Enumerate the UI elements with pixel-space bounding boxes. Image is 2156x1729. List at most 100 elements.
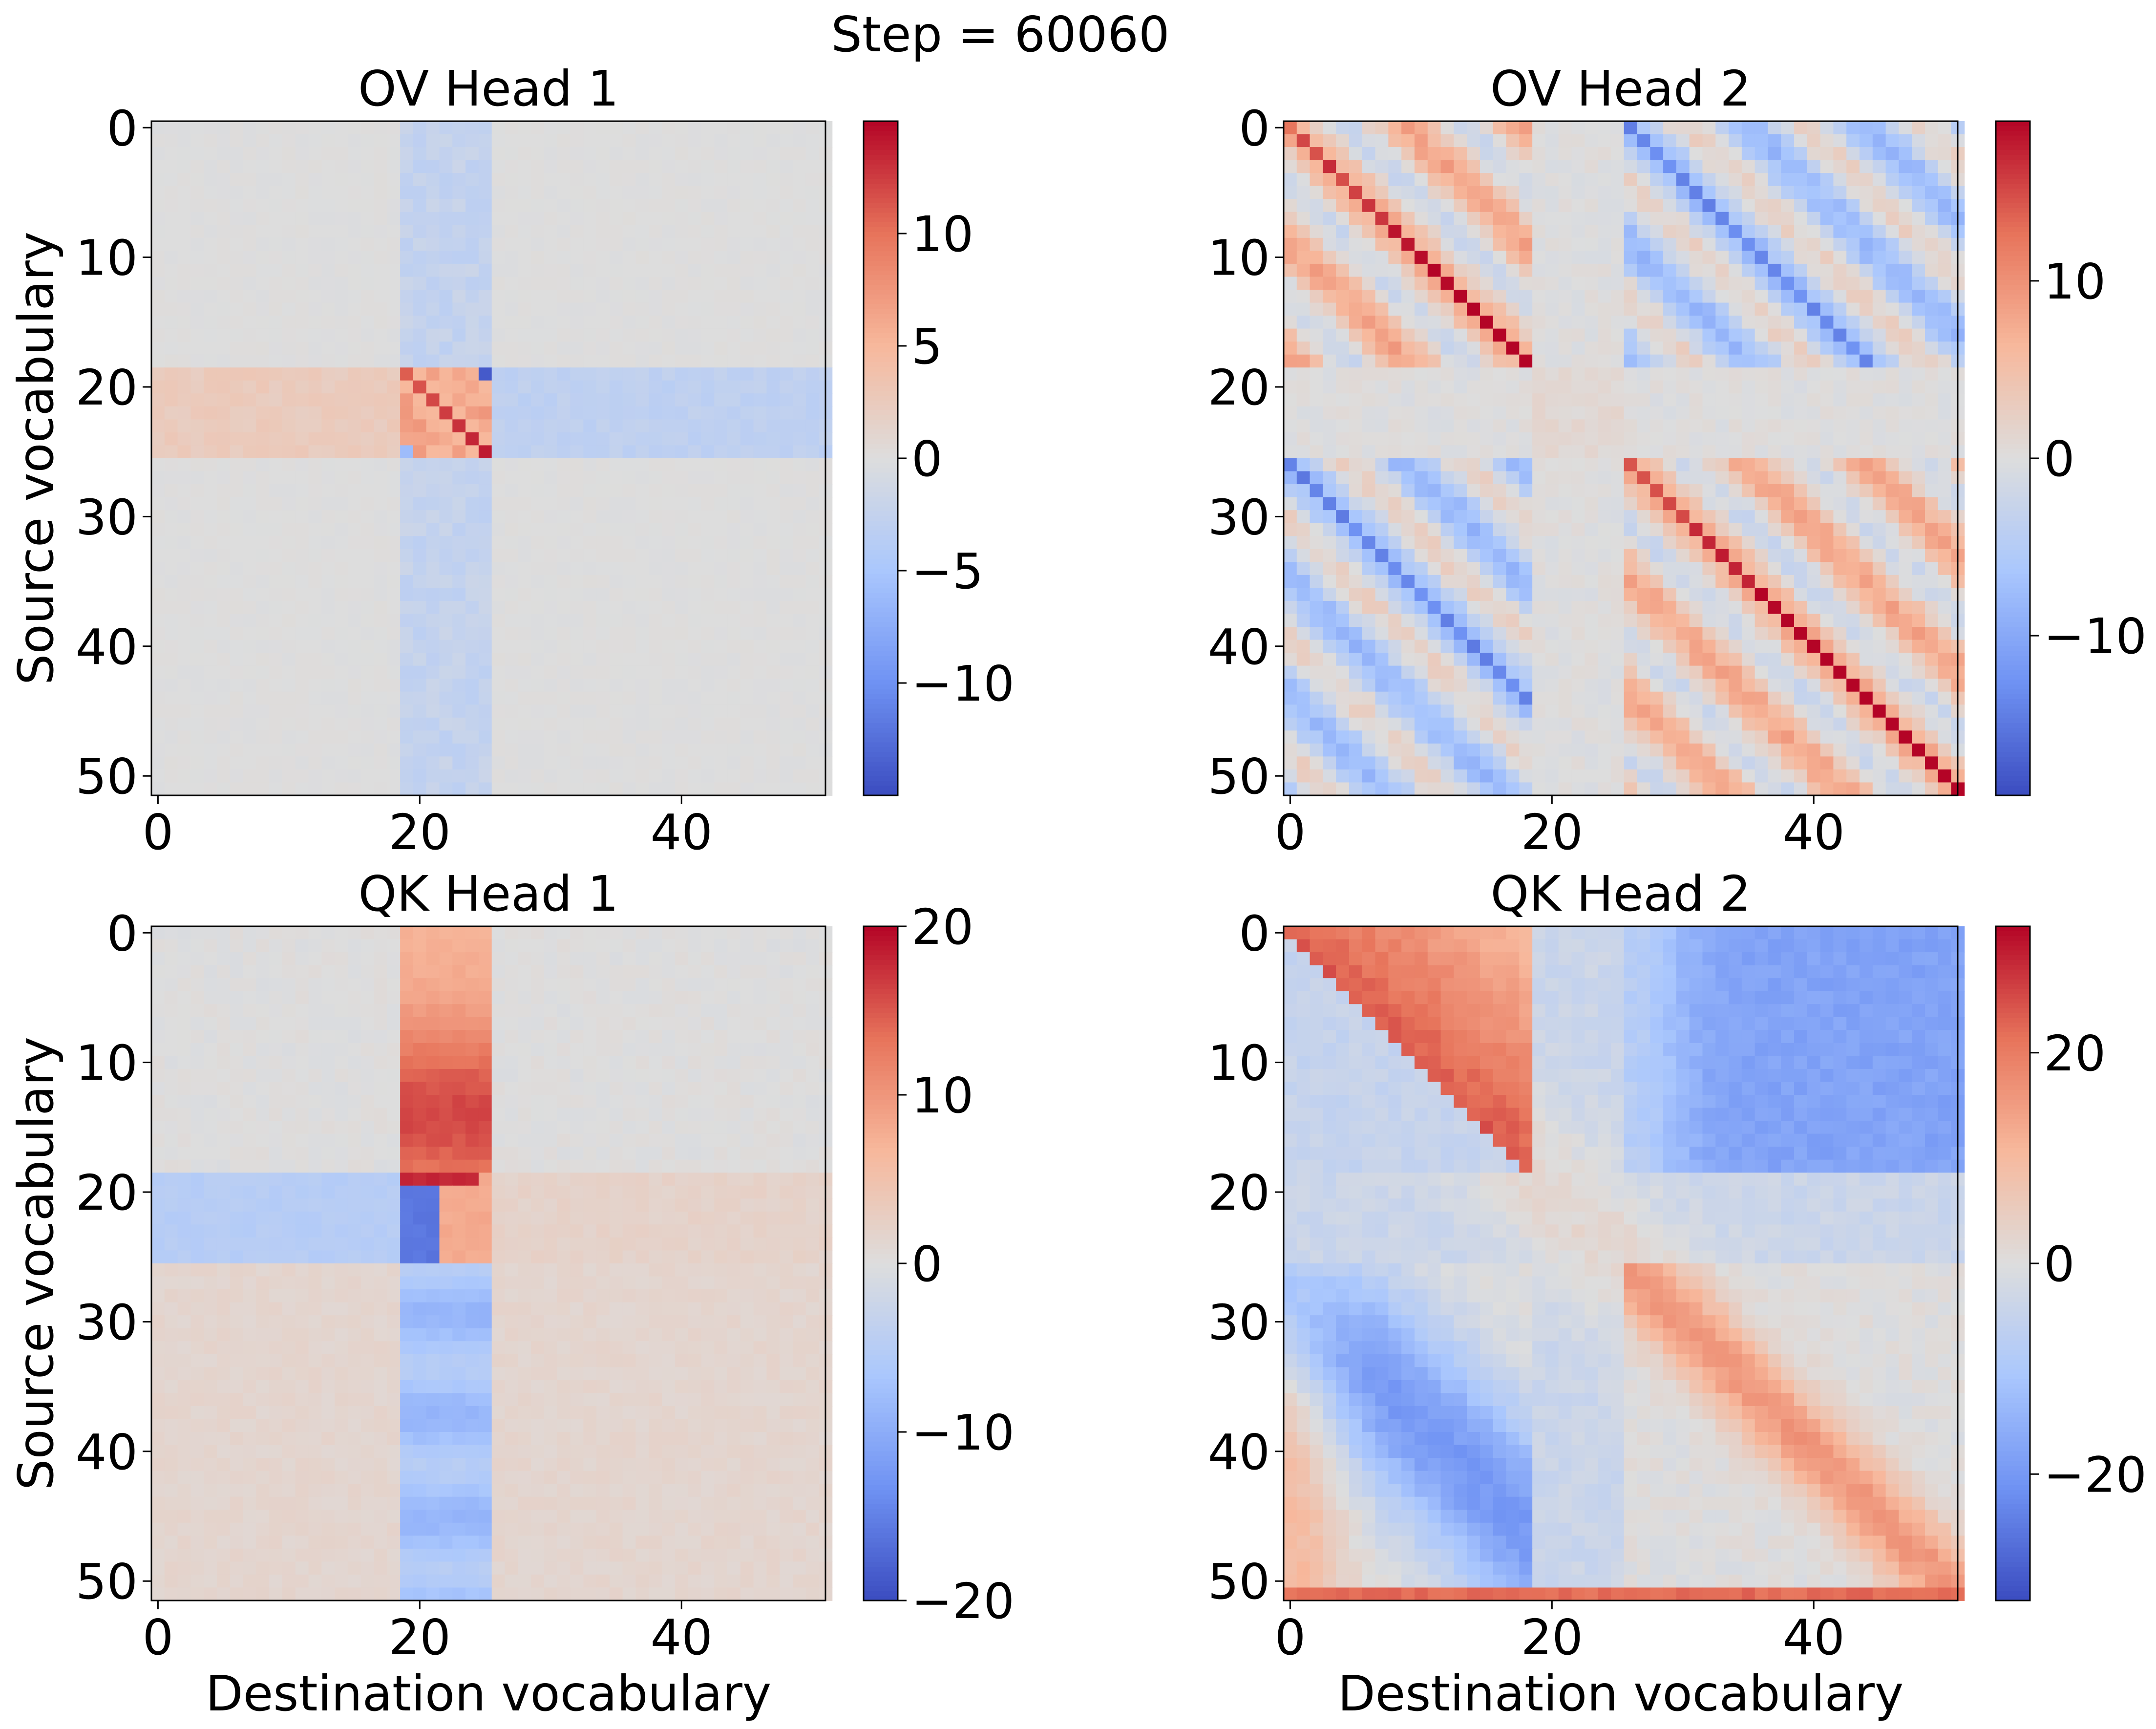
heatmap-cell: [1454, 614, 1468, 627]
heatmap-cell: [164, 600, 178, 615]
heatmap-cell: [1702, 354, 1716, 368]
heatmap-cell: [1401, 147, 1415, 161]
heatmap-cell: [766, 134, 781, 148]
heatmap-cell: [164, 769, 178, 783]
heatmap-cell: [1598, 147, 1611, 161]
heatmap-cell: [544, 199, 558, 213]
heatmap-cell: [374, 367, 388, 381]
heatmap-cell: [1689, 575, 1703, 589]
heatmap-cell: [1506, 199, 1520, 213]
heatmap-cell: [505, 302, 519, 316]
heatmap-cell: [505, 756, 519, 770]
heatmap-cell: [204, 536, 217, 550]
heatmap-cell: [583, 160, 597, 174]
heatmap-cell: [662, 600, 676, 615]
heatmap-cell: [1401, 627, 1415, 640]
heatmap-cell: [1532, 147, 1546, 161]
heatmap-cell: [295, 575, 309, 589]
heatmap-cell: [164, 756, 178, 770]
heatmap-cell: [740, 225, 754, 238]
heatmap-cell: [649, 691, 662, 705]
heatmap-cell: [1519, 445, 1533, 459]
heatmap-cell: [439, 458, 453, 472]
heatmap-cell: [1336, 471, 1350, 485]
heatmap-cell: [649, 290, 662, 303]
heatmap-cell: [321, 237, 336, 252]
heatmap-cell: [1375, 471, 1389, 485]
heatmap-cell: [1336, 380, 1350, 394]
heatmap-cell: [1637, 497, 1651, 511]
heatmap-cell: [1676, 147, 1690, 161]
heatmap-cell: [478, 471, 492, 485]
heatmap-cell: [1558, 627, 1572, 640]
heatmap-cell: [1323, 160, 1337, 174]
heatmap-cell: [1362, 302, 1376, 316]
heatmap-cell: [360, 691, 375, 705]
heatmap-cell: [374, 212, 388, 226]
heatmap-cell: [688, 458, 702, 472]
heatmap-cell: [1689, 549, 1703, 563]
heatmap-cell: [1820, 380, 1834, 394]
heatmap-cell: [727, 186, 741, 200]
heatmap-cell: [1388, 225, 1402, 238]
heatmap-cell: [766, 367, 781, 381]
heatmap-cell: [609, 704, 623, 718]
heatmap-cell: [347, 186, 361, 200]
heatmap-cell: [1729, 225, 1742, 238]
heatmap-cell: [177, 691, 191, 705]
heatmap-cell: [1401, 121, 1415, 135]
heatmap-cell: [256, 523, 270, 537]
heatmap-cell: [1349, 354, 1363, 368]
heatmap-cell: [688, 614, 702, 627]
heatmap-cell: [1336, 562, 1350, 576]
heatmap-cell: [295, 600, 309, 615]
heatmap-cell: [714, 290, 728, 303]
heatmap-cell: [1310, 328, 1324, 342]
heatmap-cell: [1624, 432, 1638, 446]
heatmap-cell: [439, 704, 453, 718]
heatmap-cell: [1820, 147, 1834, 161]
heatmap-cell: [1323, 212, 1337, 226]
heatmap-cell: [452, 445, 466, 459]
heatmap-cell: [1414, 237, 1428, 252]
heatmap-cell: [1401, 432, 1415, 446]
heatmap-cell: [544, 173, 558, 187]
heatmap-cell: [1872, 290, 1886, 303]
heatmap-cell: [374, 199, 388, 213]
heatmap-cell: [780, 743, 793, 757]
heatmap-cell: [256, 354, 270, 368]
heatmap-cell: [1820, 484, 1834, 498]
heatmap-cell: [308, 471, 322, 485]
heatmap-cell: [491, 328, 506, 342]
heatmap-cell: [1467, 225, 1480, 238]
heatmap-cell: [321, 406, 336, 420]
heatmap-cell: [360, 782, 375, 796]
heatmap-cell: [1336, 393, 1350, 407]
heatmap-cell: [1585, 147, 1599, 161]
heatmap-cell: [321, 756, 336, 770]
heatmap-cell: [295, 704, 309, 718]
heatmap-cell: [1375, 173, 1389, 187]
heatmap-cell: [1610, 484, 1625, 498]
heatmap-cell: [177, 665, 191, 680]
heatmap-cell: [230, 691, 244, 705]
heatmap-cell: [256, 653, 270, 666]
heatmap-cell: [1467, 575, 1480, 589]
heatmap-cell: [295, 121, 309, 135]
heatmap-cell: [439, 640, 453, 653]
heatmap-cell: [1912, 316, 1925, 329]
panel-title: OV Head 1: [358, 60, 619, 117]
heatmap-cell: [243, 302, 257, 316]
heatmap-cell: [727, 380, 741, 394]
heatmap-cell: [1912, 342, 1925, 355]
heatmap-cell: [557, 523, 571, 537]
heatmap-cell: [1349, 160, 1363, 174]
heatmap-cell: [1310, 600, 1324, 615]
heatmap-cell: [701, 380, 715, 394]
heatmap-cell: [688, 523, 702, 537]
heatmap-cell: [1336, 432, 1350, 446]
heatmap-cell: [1336, 419, 1350, 433]
heatmap-cell: [243, 263, 257, 277]
heatmap-cell: [1519, 199, 1533, 213]
heatmap-cell: [164, 277, 178, 290]
